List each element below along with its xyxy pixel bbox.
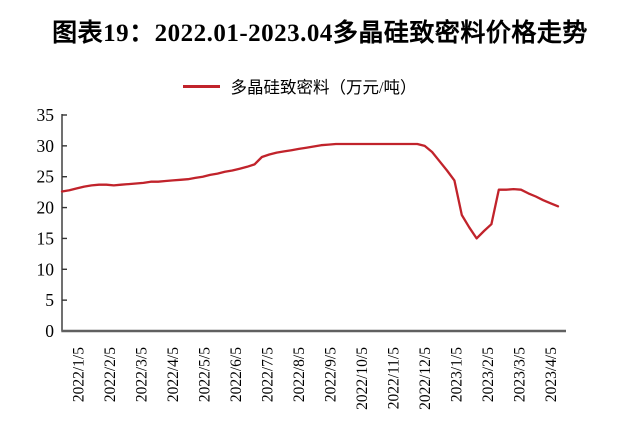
y-tick-label: 20 [37, 198, 55, 218]
y-tick-label: 5 [45, 290, 54, 310]
x-tick-label: 2022/7/5 [259, 347, 276, 402]
x-tick-label: 2023/1/5 [448, 347, 465, 402]
x-tick-label: 2022/11/5 [385, 347, 402, 410]
x-tick-label: 2022/10/5 [354, 347, 371, 410]
legend-line-marker [183, 84, 221, 88]
x-tick-label: 2022/3/5 [133, 347, 150, 402]
figure-title: 图表19：2022.01-2023.04多晶硅致密料价格走势 [52, 20, 588, 47]
y-tick-label: 10 [37, 259, 55, 279]
x-tick-label: 2022/4/5 [165, 347, 182, 402]
price-series-line [60, 142, 560, 240]
x-tick-label: 2022/6/5 [228, 347, 245, 402]
x-tick-label: 2022/8/5 [291, 347, 308, 402]
x-tick-label: 2022/5/5 [196, 347, 213, 402]
y-tick-label: 30 [37, 136, 55, 156]
x-tick-label: 2022/12/5 [417, 347, 434, 410]
x-tick-label: 2022/9/5 [322, 347, 339, 402]
y-tick-label: 15 [37, 228, 55, 248]
x-tick-label: 2023/4/5 [543, 347, 560, 402]
y-tick-label: 25 [37, 167, 55, 187]
chart-legend: 多晶硅致密料（万元/吨） [0, 74, 600, 98]
legend-label: 多晶硅致密料（万元/吨） [230, 78, 417, 97]
x-tick-label: 2022/1/5 [70, 347, 87, 402]
y-tick-label: 0 [45, 321, 54, 341]
y-tick-label: 35 [37, 105, 55, 125]
x-tick-label: 2023/3/5 [511, 347, 528, 402]
x-tick-label: 2022/2/5 [102, 347, 119, 402]
x-tick-label: 2023/2/5 [480, 347, 497, 402]
